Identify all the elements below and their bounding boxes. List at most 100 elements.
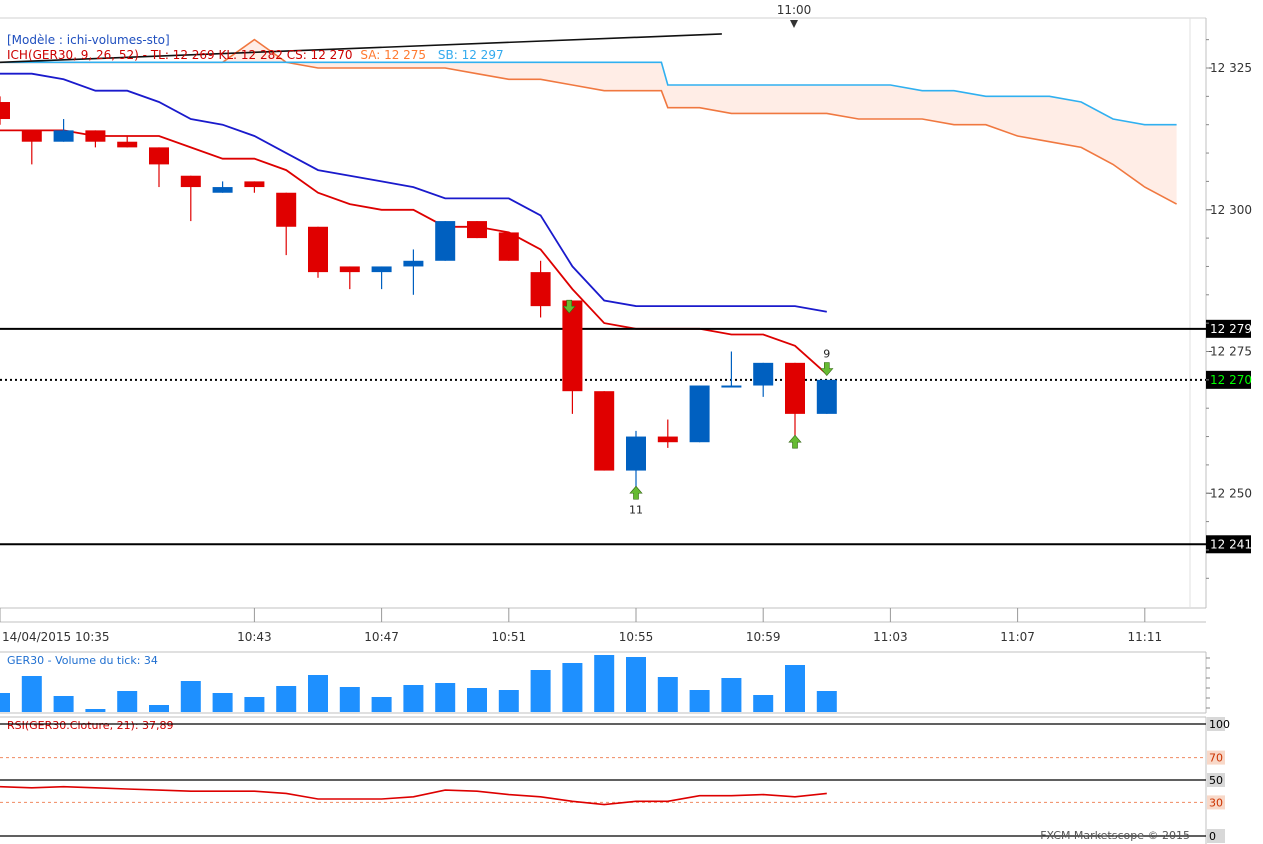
candle-body [753, 362, 774, 386]
x-tick-label: 10:51 [492, 630, 527, 644]
price-tag-box-1 [1206, 370, 1251, 389]
candle-body [212, 187, 233, 193]
candle-body [562, 300, 583, 392]
candle-body [816, 379, 837, 414]
kumo-fill [0, 39, 1177, 205]
candle-18 [562, 300, 583, 414]
x-tick-label: 14/04/2015 10:35 [2, 630, 110, 644]
volume-bar [721, 678, 742, 712]
top-time-label: 11:00 [777, 3, 812, 17]
candle-body [339, 266, 360, 273]
up-arrow-icon [629, 485, 643, 500]
template-label: [Modèle : ichi-volumes-sto] [7, 33, 170, 47]
top-time-marker: 11:00 [777, 3, 812, 28]
volume-bar [117, 691, 138, 712]
candle-6 [180, 175, 201, 222]
svg-text:ICH(GER30, 9, 26, 52) - TL:: ICH(GER30, 9, 26, 52) - TL: 12 269 KL: 1… [7, 48, 504, 62]
volume-bars [0, 655, 1210, 712]
price-tag-box-0 [1206, 319, 1251, 338]
rsi-panel: RSI(GER30.Cloture, 21): 37,89 100 70 50 30 0… [0, 716, 1230, 844]
candle-5 [149, 147, 169, 188]
volume-bar [689, 690, 710, 712]
candle-body [0, 102, 10, 120]
candle-2 [53, 119, 74, 142]
rsi-level-label: 0 [1209, 830, 1216, 843]
candle-body [117, 141, 138, 148]
rsi-level-box [1207, 773, 1225, 787]
signals-layer: 11 9 [562, 299, 834, 516]
candle-7 [212, 181, 233, 193]
x-tick-label: 11:11 [1128, 630, 1163, 644]
x-tick-label: 11:07 [1000, 630, 1035, 644]
volume-bar [435, 683, 456, 712]
candle-body [626, 436, 646, 471]
volume-panel: GER30 - Volume du tick: 34 [0, 651, 1210, 714]
candle-9 [276, 192, 297, 256]
volume-bar [308, 675, 328, 712]
candle-3 [85, 130, 106, 148]
volume-bar [0, 693, 10, 712]
chart-legend: [Modèle : ichi-volumes-sto] ICH(GER30, 9… [7, 33, 504, 62]
x-tick-label: 10:59 [746, 630, 781, 644]
time-marker-arrow-icon [790, 20, 798, 28]
volume-bar [562, 663, 583, 712]
candle-8 [244, 181, 265, 193]
volume-bar [594, 655, 615, 712]
rsi-level-box [1207, 795, 1225, 810]
rsi-level-box [1207, 717, 1225, 731]
candle-21 [657, 419, 678, 448]
volume-bar [403, 685, 424, 712]
volume-bar [180, 681, 201, 712]
rsi-level-box [1207, 750, 1225, 765]
rsi-lines: 100 70 50 30 0 [0, 717, 1230, 843]
candle-body [53, 130, 74, 142]
rsi-level-label: 70 [1209, 752, 1223, 765]
signal-label: 9 [823, 348, 830, 361]
candle-body [149, 147, 169, 165]
candle-1 [21, 130, 42, 165]
volume-bar [149, 705, 169, 712]
candle-22 [689, 385, 710, 443]
volume-bar [212, 693, 233, 712]
candle-body [276, 192, 297, 227]
candle-body [244, 181, 265, 188]
volume-bar [626, 657, 646, 712]
candle-body [21, 130, 42, 142]
volume-bar [85, 709, 106, 712]
signal-2 [788, 434, 802, 449]
candle-15 [467, 221, 487, 239]
candle-14 [435, 221, 456, 261]
down-arrow-icon [562, 299, 576, 314]
candle-body [498, 232, 519, 261]
volume-title: GER30 - Volume du tick: 34 [7, 654, 158, 667]
x-tick-label: 10:47 [364, 630, 399, 644]
candle-body [594, 391, 615, 471]
volume-bar [276, 686, 297, 712]
candle-0 [0, 96, 10, 125]
candle-19 [594, 391, 615, 471]
candle-body [180, 175, 201, 188]
volume-bar [753, 695, 774, 712]
main-panel [0, 17, 1207, 623]
x-tick-label: 11:03 [873, 630, 908, 644]
candle-26 [816, 379, 837, 414]
signal-1: 11 [629, 485, 643, 516]
volume-bar [21, 676, 42, 712]
candle-body [785, 362, 805, 414]
candle-10 [308, 226, 328, 278]
volume-bar [785, 665, 805, 712]
volume-bar [530, 670, 551, 712]
price-tag-label-1: 12 270 [1210, 373, 1252, 387]
rsi-level-label: 50 [1209, 774, 1223, 787]
rsi-level-label: 30 [1209, 796, 1223, 809]
candle-body [308, 226, 328, 273]
candle-body [530, 272, 551, 307]
candle-16 [498, 232, 519, 261]
signal-3: 9 [820, 348, 834, 376]
candle-body [403, 260, 424, 267]
rsi-title: RSI(GER30.Cloture, 21): 37,89 [7, 719, 174, 732]
up-arrow-icon [788, 434, 802, 449]
price-marker-layer: 12 279 12 270 12 241 [0, 319, 1252, 554]
x-tick-label: 10:55 [619, 630, 654, 644]
